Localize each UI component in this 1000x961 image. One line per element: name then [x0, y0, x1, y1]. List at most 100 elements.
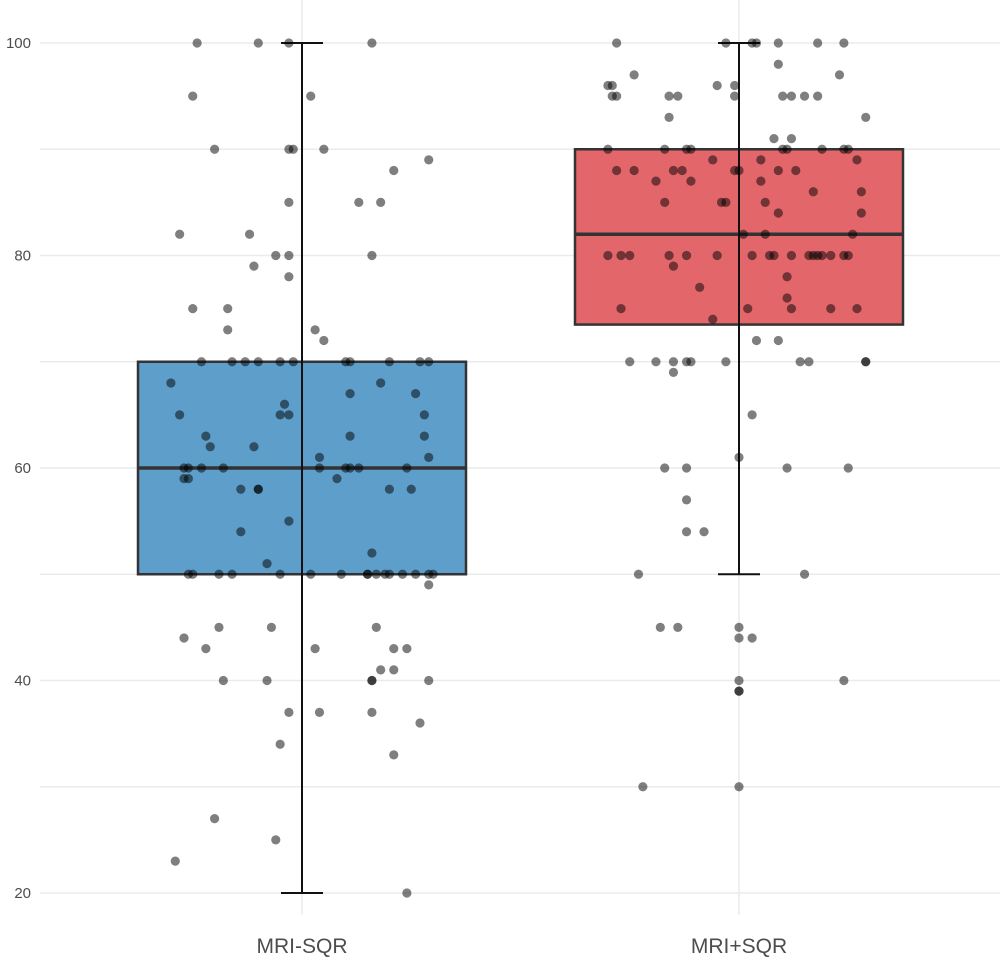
data-point: [673, 622, 683, 632]
data-point: [664, 91, 674, 101]
data-point: [354, 197, 364, 207]
y-tick-label: 20: [14, 885, 31, 902]
data-point: [345, 463, 355, 473]
data-point: [240, 357, 250, 367]
data-point: [223, 304, 233, 314]
data-point: [625, 357, 635, 367]
data-point: [848, 229, 858, 239]
data-point: [376, 378, 386, 388]
data-point: [319, 144, 329, 154]
data-point: [362, 569, 373, 579]
data-point: [175, 410, 185, 420]
data-point: [668, 261, 679, 271]
data-point: [201, 644, 211, 654]
data-point: [799, 91, 810, 101]
data-point: [205, 442, 215, 452]
data-point: [795, 357, 805, 367]
data-point: [196, 357, 207, 367]
data-point: [633, 569, 644, 579]
data-point: [834, 70, 845, 80]
data-point: [415, 357, 425, 367]
data-point: [218, 675, 228, 686]
data-point: [271, 835, 281, 845]
data-point: [389, 165, 399, 176]
data-point: [681, 495, 692, 505]
data-point: [826, 304, 836, 314]
data-point: [603, 144, 613, 154]
data-point: [612, 91, 622, 101]
data-point: [236, 484, 246, 494]
data-point: [668, 357, 679, 367]
data-point: [284, 707, 294, 717]
data-point: [424, 452, 434, 462]
data-point: [616, 304, 626, 314]
data-point: [817, 144, 827, 154]
data-point: [681, 250, 692, 261]
data-point: [367, 38, 377, 48]
data-point: [424, 580, 434, 590]
data-point: [262, 559, 272, 569]
data-point: [747, 250, 757, 261]
data-point: [778, 91, 788, 101]
y-tick-label: 100: [6, 35, 31, 52]
data-point: [734, 633, 744, 643]
data-point: [786, 304, 797, 314]
data-point: [284, 197, 294, 207]
data-point: [188, 304, 198, 314]
data-point: [699, 527, 709, 537]
y-tick-label: 40: [14, 673, 31, 690]
data-point: [179, 633, 189, 643]
data-point: [760, 197, 770, 207]
y-axis-ticks: 20 40 60 80 100: [6, 35, 31, 902]
data-point: [345, 389, 355, 399]
data-point: [183, 463, 193, 473]
data-point: [686, 357, 696, 367]
data-point: [376, 665, 386, 675]
data-point: [428, 569, 438, 579]
data-point: [769, 134, 779, 144]
data-point: [345, 431, 355, 441]
data-point: [384, 357, 394, 367]
data-point: [603, 250, 613, 261]
data-point: [730, 91, 740, 101]
data-point: [314, 452, 325, 462]
data-point: [201, 431, 211, 441]
data-point: [336, 569, 346, 579]
data-point: [730, 80, 740, 91]
data-point: [249, 442, 259, 452]
data-point: [402, 463, 412, 473]
data-point: [734, 782, 744, 792]
data-point: [660, 144, 670, 154]
data-point: [686, 144, 696, 154]
data-point: [402, 888, 412, 898]
data-point: [773, 335, 783, 346]
data-point: [734, 686, 744, 696]
data-point: [607, 80, 617, 91]
data-point: [786, 91, 797, 101]
data-point: [424, 357, 434, 367]
data-point: [738, 229, 748, 239]
data-point: [244, 229, 255, 239]
data-point: [804, 357, 814, 367]
data-point: [747, 633, 757, 643]
data-point: [734, 165, 744, 176]
data-point: [371, 569, 381, 579]
data-point: [288, 144, 298, 154]
data-point: [384, 484, 394, 494]
data-point: [782, 463, 792, 473]
data-point: [288, 357, 298, 367]
data-point: [756, 176, 766, 186]
data-point: [629, 70, 639, 80]
data-point: [721, 357, 731, 367]
data-point: [708, 314, 718, 324]
data-point: [708, 155, 718, 165]
data-point: [673, 91, 683, 101]
data-point: [306, 569, 316, 579]
data-point: [856, 187, 866, 197]
data-point: [397, 569, 408, 579]
data-point: [183, 474, 193, 484]
data-point: [668, 367, 679, 377]
data-point: [371, 622, 381, 632]
data-point: [332, 474, 342, 484]
data-point: [249, 261, 259, 271]
